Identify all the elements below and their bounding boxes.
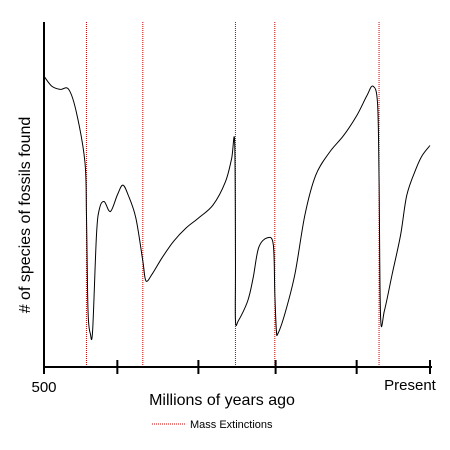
legend: Mass Extinctions [152, 419, 273, 431]
x-axis-label: Millions of years ago [149, 392, 295, 409]
x-tick-label-left: 500 [31, 379, 56, 396]
x-tick-label-right: Present [384, 377, 437, 394]
extinction-lines [85, 22, 380, 367]
curve-group [43, 75, 431, 340]
axes-group [43, 22, 432, 374]
legend-label: Mass Extinctions [190, 419, 273, 431]
y-axis-label: # of species of fossils found [17, 117, 34, 314]
fossil-species-curve-0 [43, 75, 431, 340]
